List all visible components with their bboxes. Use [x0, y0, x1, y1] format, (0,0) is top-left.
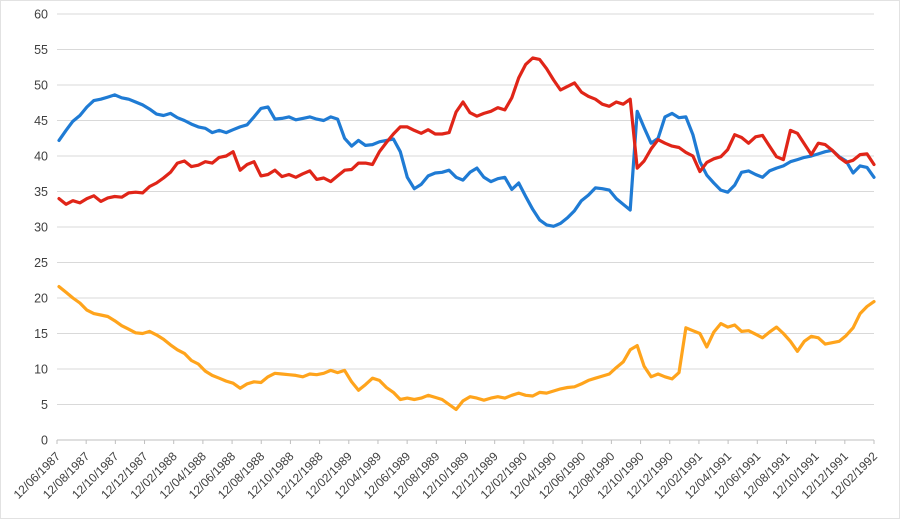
- y-tick-label: 15: [34, 327, 48, 341]
- y-tick-label: 10: [34, 363, 48, 377]
- red-series-line: [57, 56, 876, 206]
- y-tick-label: 35: [34, 185, 48, 199]
- y-tick-label: 55: [34, 43, 48, 57]
- y-gridlines: [57, 13, 874, 441]
- y-tick-label: 5: [41, 398, 48, 412]
- y-tick-label: 0: [41, 434, 48, 448]
- orange-series-line: [57, 285, 876, 412]
- y-tick-label: 25: [34, 256, 48, 270]
- y-tick-label: 45: [34, 114, 48, 128]
- y-tick-label: 40: [34, 150, 48, 164]
- y-tick-label: 20: [34, 292, 48, 306]
- x-axis-ticks: [56, 440, 875, 444]
- y-tick-label: 60: [34, 8, 48, 22]
- x-axis-labels: 12/06/198712/08/198712/10/198712/12/1987…: [11, 449, 881, 502]
- y-axis-labels: 0 5 10 15 20 25 30 35 40 45 50 55 60: [34, 8, 48, 448]
- blue-series-line: [57, 93, 876, 228]
- y-tick-label: 50: [34, 79, 48, 93]
- y-tick-label: 30: [34, 221, 48, 235]
